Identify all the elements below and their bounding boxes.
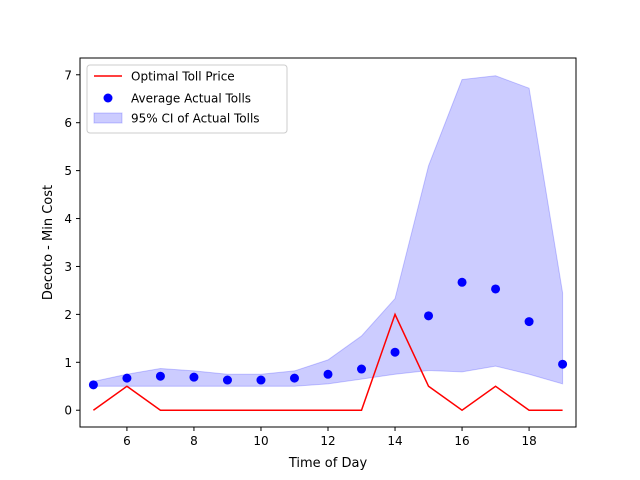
legend-box [86,64,288,134]
y-tick-label: 6 [64,116,72,130]
legend-swatch-ci-band [93,112,123,124]
average-toll-point [558,359,568,369]
y-axis-label: Decoto - Min Cost [41,185,56,300]
average-toll-point [256,375,266,385]
average-toll-point [289,373,299,383]
average-toll-point [122,373,132,383]
x-axis-label: Time of Day [288,456,368,471]
plot-area [88,75,568,412]
legend-swatch-average-tolls [103,93,113,103]
average-toll-point [390,347,400,357]
y-tick-label: 5 [64,164,72,178]
average-toll-point [491,284,501,294]
average-toll-point [357,364,367,374]
x-tick-label: 14 [387,434,402,448]
x-tick-label: 8 [190,434,198,448]
x-tick-label: 16 [454,434,469,448]
y-tick-label: 1 [64,356,72,370]
average-toll-point [88,380,98,390]
ci-band [92,75,564,387]
average-toll-point [424,311,434,321]
average-toll-point [155,371,165,381]
x-tick-label: 6 [123,434,131,448]
x-tick-label: 10 [253,434,268,448]
legend-label-optimal-toll: Optimal Toll Price [131,70,235,84]
average-toll-point [524,317,534,327]
y-tick-label: 3 [64,260,72,274]
y-tick-label: 2 [64,308,72,322]
y-tick-label: 4 [64,212,72,226]
average-toll-point [457,277,467,287]
x-tick-label: 18 [521,434,536,448]
average-toll-point [189,372,199,382]
legend-label-ci-band: 95% CI of Actual Tolls [131,112,260,126]
average-toll-point [323,369,333,379]
optimal-toll-line [92,312,563,412]
average-toll-point [222,375,232,385]
y-tick-label: 7 [64,68,72,82]
y-tick-label: 0 [64,404,72,418]
legend: Optimal Toll Price Average Actual Tolls 95… [86,64,288,134]
x-tick-label: 12 [320,434,335,448]
legend-label-average-tolls: Average Actual Tolls [131,92,251,106]
